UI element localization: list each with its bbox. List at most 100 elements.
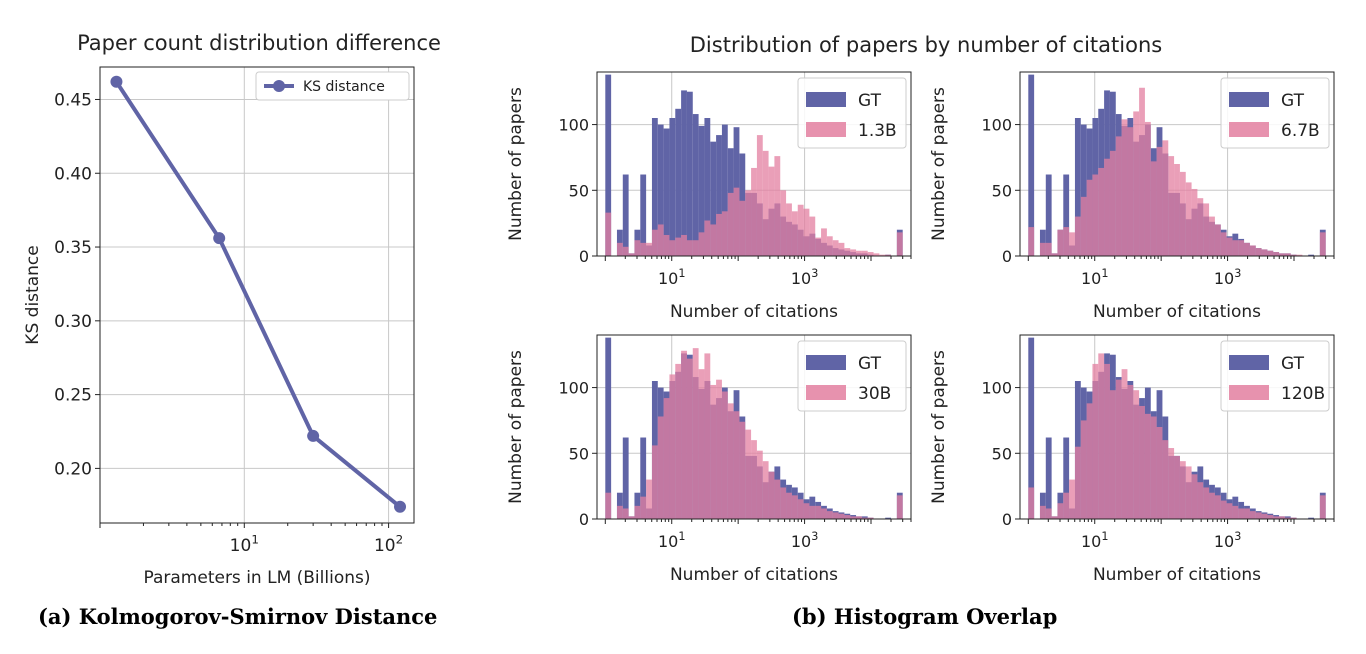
bar-model [1284, 253, 1291, 256]
bar-model [821, 508, 827, 519]
bar-model [716, 213, 722, 256]
chart-title-a: Paper count distribution difference [77, 31, 441, 55]
bar-model [1045, 508, 1052, 519]
bar-gt [669, 118, 676, 256]
bar-model [832, 512, 839, 519]
data-point [213, 232, 226, 245]
bar-model [1080, 420, 1087, 519]
bar-gt [663, 128, 670, 256]
bar-model [751, 440, 757, 519]
bar-model [646, 242, 652, 256]
x-axis-label-a: Parameters in LM (Billions) [143, 568, 370, 588]
bar-gt [1045, 437, 1052, 519]
bar-model [1214, 495, 1221, 519]
xtick-label-text: 101 [1081, 267, 1108, 288]
y-axis-label-b: Number of papers [929, 87, 949, 241]
ytick-label: 100 [558, 379, 589, 398]
bar-model [1220, 232, 1227, 256]
legend-label-model: 120B [1281, 384, 1325, 404]
legend-swatch-model [1229, 385, 1269, 400]
xtick-label-text: 102 [374, 532, 403, 556]
bar-model [1232, 240, 1239, 256]
bar-model [768, 166, 775, 256]
bar-model [780, 190, 787, 256]
bar-model [616, 505, 623, 519]
bar-model [879, 254, 886, 256]
bar-model [803, 208, 810, 256]
bar-gt [605, 337, 612, 519]
bar-model [669, 374, 676, 519]
xtick-label-text: 103 [1214, 267, 1241, 288]
bar-model [657, 416, 664, 519]
bar-model [721, 211, 728, 256]
legend-label-gt: GT [858, 91, 882, 111]
ytick-label: 50 [569, 181, 589, 200]
bar-model [605, 212, 612, 256]
plot-frame-b [596, 334, 912, 520]
bar-model [1028, 227, 1035, 256]
legend-label-gt: GT [858, 354, 882, 374]
bar-model [1150, 161, 1157, 256]
bar-model [634, 240, 641, 256]
bar-model [1139, 405, 1145, 519]
bar-gt [651, 118, 658, 256]
bar-gt [1045, 174, 1052, 256]
bar-model [774, 156, 781, 256]
legend-label-gt: GT [1281, 354, 1305, 374]
bar-model [1209, 492, 1215, 519]
bar-gt [622, 437, 629, 519]
bar-gt [710, 141, 717, 256]
bar-model [1191, 188, 1198, 256]
bar-model [692, 348, 699, 519]
bar-model [1063, 227, 1070, 256]
bar-gt [885, 517, 892, 519]
bar-model [844, 515, 851, 519]
bar-model [739, 421, 746, 519]
bar-model [1290, 517, 1297, 519]
xtick-label: 103 [791, 530, 818, 551]
bar-model [1069, 479, 1075, 519]
bar-gt [1063, 437, 1070, 519]
bar-model [1133, 111, 1140, 256]
bar-model [628, 253, 635, 256]
bar-model [1238, 240, 1245, 256]
ytick-label: 0.35 [54, 238, 92, 258]
bar-model [745, 429, 752, 519]
bar-model [1115, 379, 1122, 519]
bar-model [1261, 249, 1268, 256]
bar-model [1156, 146, 1163, 256]
bar-gt [686, 91, 693, 256]
bar-model [850, 249, 857, 256]
bar-model [727, 403, 734, 519]
bar-gt [704, 118, 711, 256]
bar-model [1179, 171, 1186, 256]
bar-model [832, 240, 839, 256]
bar-model [838, 513, 845, 519]
xtick-label: 101 [1081, 530, 1108, 551]
ytick-label: 0.40 [54, 164, 92, 184]
bar-model [622, 246, 629, 256]
bar-gt [657, 124, 664, 256]
bar-model [1156, 427, 1163, 519]
bar-model [821, 228, 827, 256]
ytick-label: 100 [981, 379, 1012, 398]
legend-label-model: 6.7B [1281, 121, 1320, 141]
bar-model [704, 353, 711, 519]
bar-model [1069, 232, 1075, 256]
bar-model [640, 242, 647, 256]
bar-model [1273, 516, 1280, 519]
bar-model [1185, 182, 1192, 256]
bar-model [826, 511, 833, 519]
bar-model [856, 250, 862, 256]
bar-model [692, 240, 699, 256]
series-line-ks [114, 80, 402, 509]
ytick-label: 0 [1002, 510, 1012, 529]
bar-model [1144, 121, 1151, 256]
bar-model [1191, 474, 1198, 519]
bar-model [1203, 203, 1210, 256]
bar-model [1203, 487, 1210, 519]
bar-model [861, 517, 868, 519]
bar-model [1139, 87, 1145, 257]
bar-model [791, 211, 798, 256]
bar-model [867, 517, 874, 519]
